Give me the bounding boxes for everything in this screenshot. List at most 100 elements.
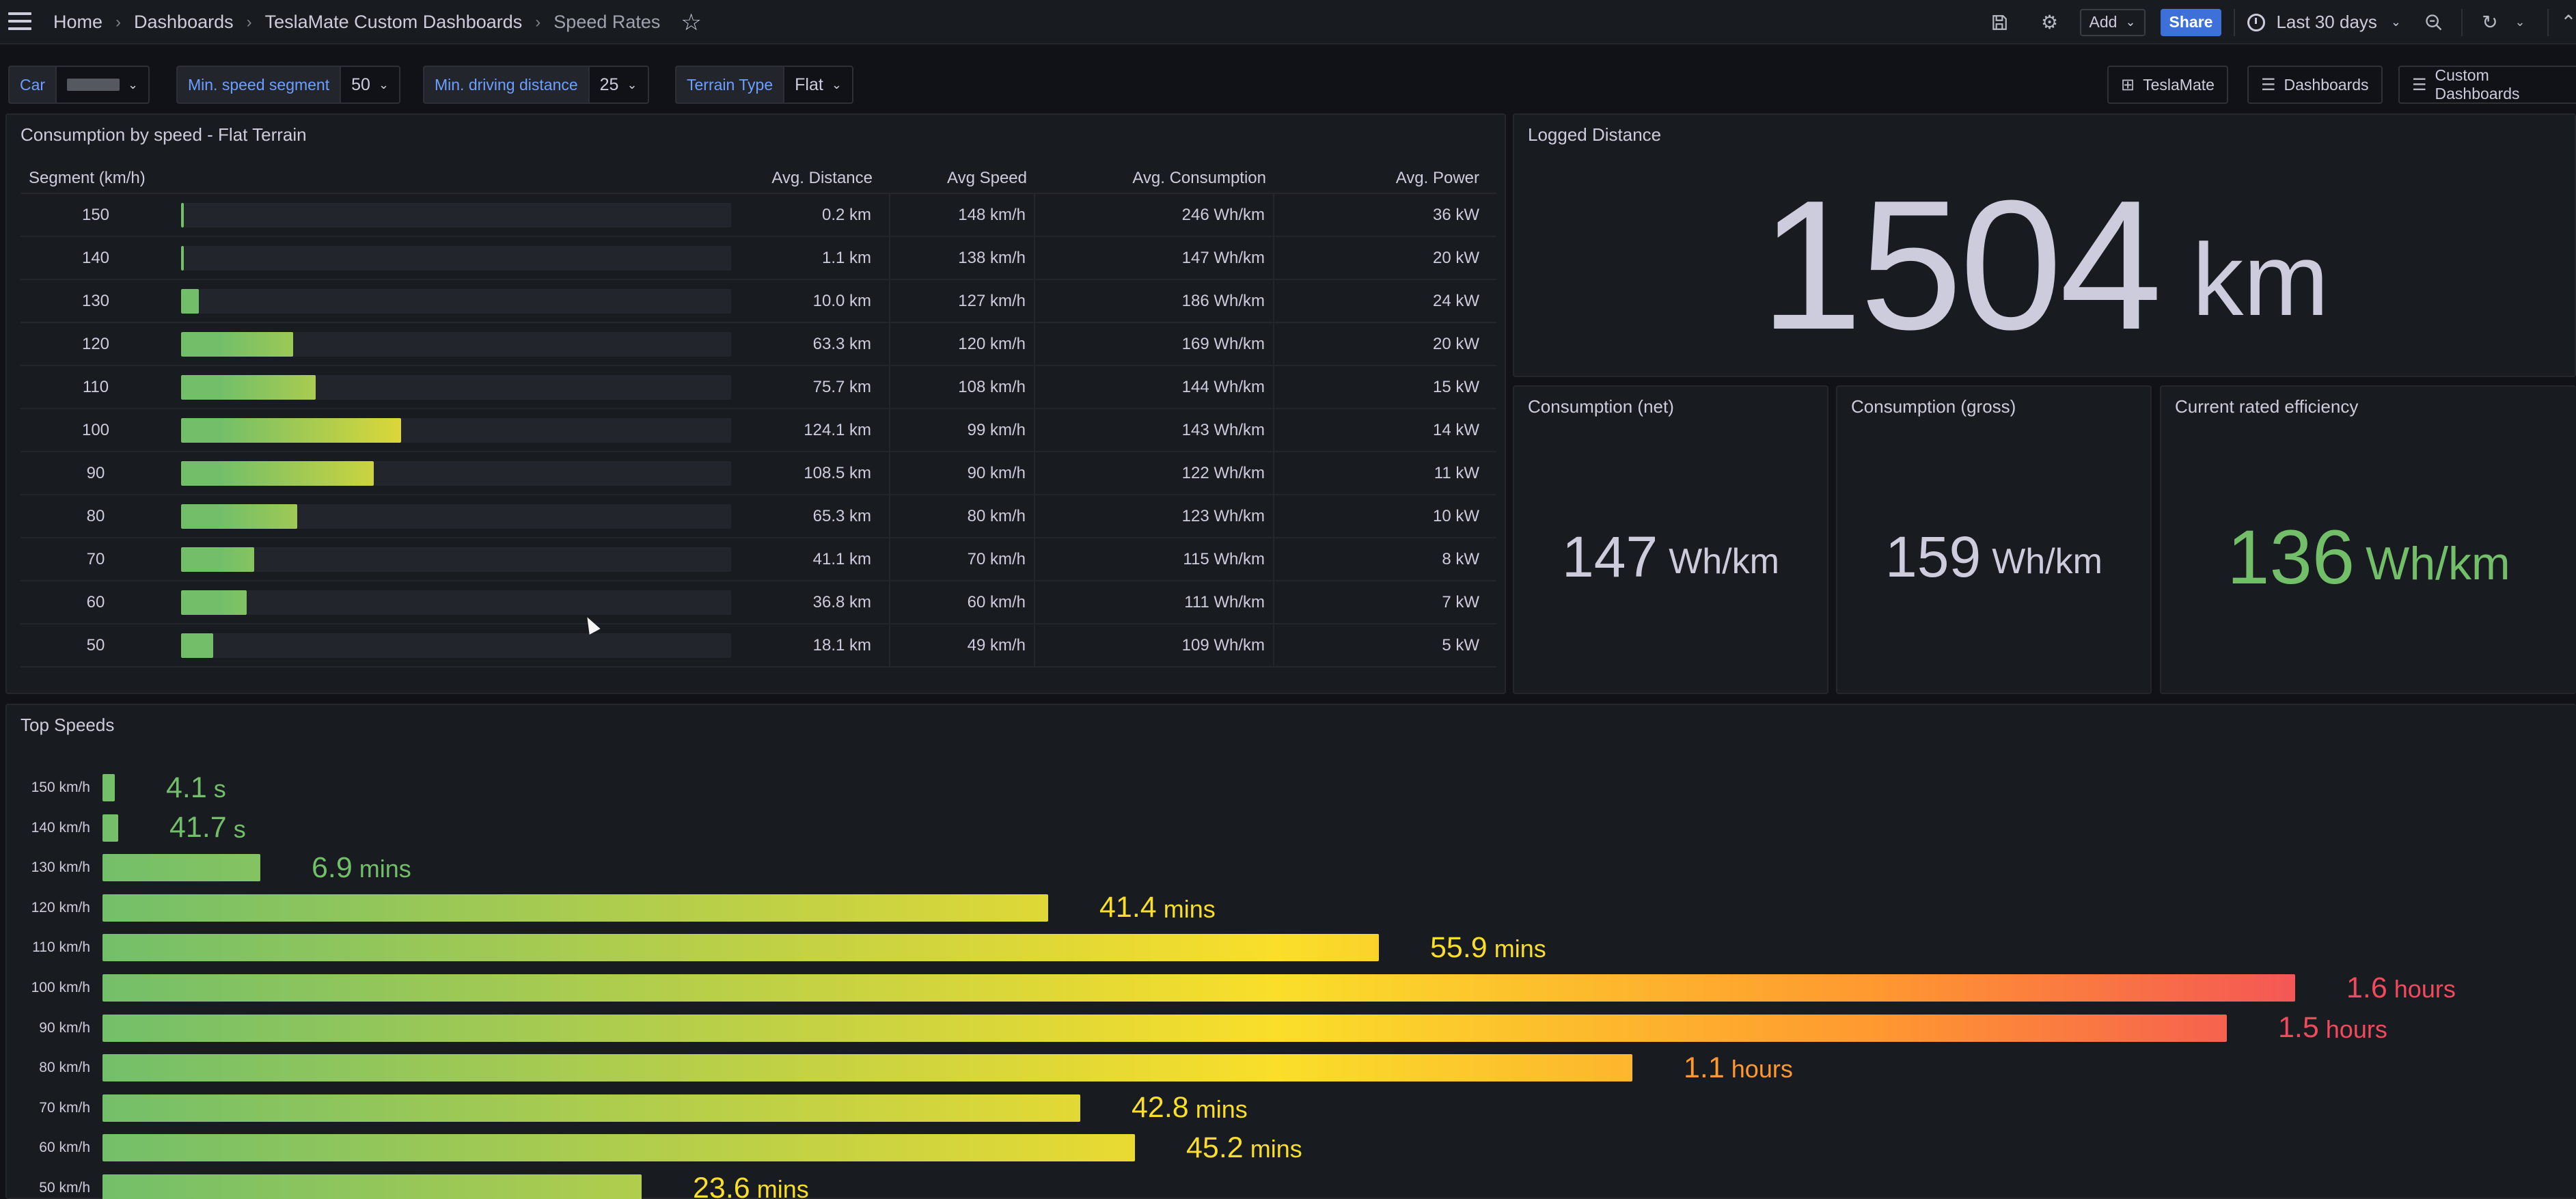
- cell-bar: [171, 504, 743, 529]
- breadcrumb-dashboards[interactable]: Dashboards: [134, 12, 234, 32]
- star-icon[interactable]: ☆: [681, 9, 702, 36]
- variable-label: Min. speed segment: [176, 66, 340, 104]
- top-speed-value: 6.9 mins: [312, 848, 411, 887]
- cell-speed: 148 km/h: [890, 194, 1035, 236]
- top-speed-bar: [102, 1094, 1080, 1122]
- stat-number: 147: [1562, 524, 1658, 589]
- top-speed-bar: [102, 894, 1048, 922]
- distance-bar-fill: [181, 417, 401, 443]
- menu-icon[interactable]: [8, 12, 31, 31]
- cell-distance: 65.3 km: [743, 495, 890, 537]
- top-speed-number: 6.9: [312, 851, 353, 884]
- cell-speed: 138 km/h: [890, 237, 1035, 279]
- table-row: 100 124.1 km 99 km/h 143 Wh/km 14 kW: [20, 409, 1496, 452]
- zoom-out-icon[interactable]: [2419, 8, 2449, 38]
- variable-min-speed-segment: Min. speed segment 50 ⌄: [176, 66, 401, 104]
- top-speed-unit: hours: [2394, 975, 2456, 1003]
- cell-segment: 110: [82, 377, 109, 396]
- link-label: TeslaMate: [2143, 75, 2215, 94]
- distance-bar-fill: [181, 374, 316, 400]
- top-speed-unit: mins: [756, 1175, 809, 1199]
- link-teslamate[interactable]: ⊞ TeslaMate: [2107, 66, 2228, 104]
- top-speed-label: 140 km/h: [31, 819, 90, 836]
- cell-bar: [171, 245, 743, 271]
- min-driving-distance-select[interactable]: 25 ⌄: [588, 66, 649, 104]
- top-speed-value: 1.1 hours: [1684, 1048, 1793, 1088]
- top-speed-unit: hours: [2325, 1015, 2387, 1043]
- cell-segment: 120: [81, 334, 110, 353]
- cell-distance: 18.1 km: [743, 624, 890, 666]
- cell-bar: [171, 288, 743, 314]
- top-speed-row: 130 km/h 6.9 mins: [7, 848, 2576, 887]
- cell-segment: 100: [81, 420, 110, 439]
- distance-bar-fill: [181, 202, 184, 228]
- variable-car: Car ⌄: [8, 66, 150, 104]
- top-speed-label: 50 km/h: [39, 1180, 90, 1196]
- refresh-interval-chevron-icon[interactable]: ⌄: [2515, 15, 2525, 29]
- top-speed-unit: s: [233, 814, 246, 843]
- cell-segment: 60: [86, 592, 105, 611]
- column-header-consumption[interactable]: Avg. Consumption: [1132, 169, 1266, 187]
- cell-speed: 108 km/h: [890, 366, 1035, 408]
- breadcrumb-folder[interactable]: TeslaMate Custom Dashboards: [264, 12, 523, 32]
- variables-bar: Car ⌄ Min. speed segment 50 ⌄ Min. drivi…: [0, 66, 2576, 104]
- cell-segment: 50: [86, 635, 105, 654]
- cell-distance: 0.2 km: [743, 194, 890, 236]
- link-custom-dashboards[interactable]: ☰ Custom Dashboards: [2398, 66, 2576, 104]
- top-speed-value: 55.9 mins: [1430, 928, 1546, 967]
- cell-consumption: 169 Wh/km: [1035, 323, 1274, 365]
- top-speed-value: 45.2 mins: [1186, 1128, 1302, 1168]
- refresh-icon[interactable]: ↻: [2482, 12, 2498, 33]
- table-body: 150 0.2 km 148 km/h 246 Wh/km 36 kW 140 1.1 km…: [20, 194, 1496, 667]
- car-select[interactable]: ⌄: [55, 66, 150, 104]
- breadcrumb-current: Speed Rates: [553, 12, 661, 32]
- chevron-right-icon: ›: [115, 12, 122, 31]
- stat-value: 147 Wh/km: [1514, 421, 1827, 693]
- top-speed-row: 100 km/h 1.6 hours: [7, 968, 2576, 1008]
- panel-title: Consumption by speed - Flat Terrain: [20, 124, 307, 145]
- top-speed-bar: [102, 974, 2295, 1002]
- breadcrumb-home[interactable]: Home: [53, 12, 103, 32]
- top-speed-value: 41.7 s: [169, 808, 246, 848]
- top-speed-value: 4.1 s: [166, 768, 226, 808]
- distance-bar-fill: [181, 245, 184, 271]
- distance-bar-fill: [181, 331, 293, 357]
- top-speed-row: 140 km/h 41.7 s: [7, 808, 2576, 848]
- column-header-speed[interactable]: Avg Speed: [947, 169, 1027, 187]
- collapse-icon[interactable]: ⌃: [2560, 12, 2576, 33]
- share-button[interactable]: Share: [2160, 8, 2222, 36]
- time-range-picker[interactable]: Last 30 days ⌄: [2247, 12, 2401, 33]
- link-dashboards[interactable]: ☰ Dashboards: [2247, 66, 2383, 104]
- column-header-segment[interactable]: Segment (km/h): [29, 169, 146, 187]
- save-icon[interactable]: [1984, 8, 2014, 38]
- top-speed-row: 110 km/h 55.9 mins: [7, 928, 2576, 967]
- settings-icon[interactable]: ⚙: [2040, 12, 2059, 33]
- divider: [2461, 8, 2463, 36]
- cell-distance: 36.8 km: [743, 581, 890, 623]
- clock-icon: [2247, 13, 2266, 31]
- chevron-right-icon: ›: [246, 12, 252, 31]
- top-speed-value: 1.6 hours: [2346, 968, 2456, 1008]
- cell-bar: [171, 331, 743, 357]
- terrain-type-select[interactable]: Flat ⌄: [783, 66, 853, 104]
- table-row: 80 65.3 km 80 km/h 123 Wh/km 10 kW: [20, 495, 1496, 538]
- column-header-distance[interactable]: Avg. Distance: [771, 169, 873, 187]
- variable-label: Car: [8, 66, 56, 104]
- cell-distance: 1.1 km: [743, 237, 890, 279]
- top-speed-row: 60 km/h 45.2 mins: [7, 1128, 2576, 1168]
- min-speed-segment-select[interactable]: 50 ⌄: [340, 66, 401, 104]
- chevron-down-icon: ⌄: [2390, 15, 2401, 29]
- table-row: 130 10.0 km 127 km/h 186 Wh/km 24 kW: [20, 280, 1496, 323]
- panel-title: Consumption (net): [1528, 396, 1674, 417]
- add-button[interactable]: Add ⌄: [2079, 8, 2146, 36]
- top-speed-label: 150 km/h: [31, 780, 90, 795]
- cell-power: 7 kW: [1442, 592, 1479, 611]
- table-row: 70 41.1 km 70 km/h 115 Wh/km 8 kW: [20, 538, 1496, 581]
- stat-value: 136 Wh/km: [2161, 421, 2576, 693]
- column-header-power[interactable]: Avg. Power: [1395, 169, 1479, 187]
- top-speed-row: 70 km/h 42.8 mins: [7, 1088, 2576, 1128]
- stat-value: 1504 km: [1514, 156, 2575, 376]
- top-speed-label: 100 km/h: [31, 980, 90, 995]
- variable-value: 50: [351, 74, 370, 94]
- variable-label: Terrain Type: [675, 66, 784, 104]
